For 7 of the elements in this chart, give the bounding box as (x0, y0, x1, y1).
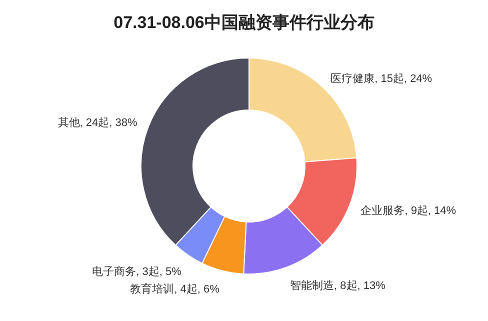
slice-label: 医疗健康, 15起, 24% (330, 72, 432, 86)
slice-label: 电子商务, 3起, 5% (92, 265, 182, 278)
slice-label: 智能制造, 8起, 13% (290, 278, 386, 292)
slice-label: 企业服务, 9起, 14% (360, 204, 456, 217)
slice-label: 教育培训, 4起, 6% (130, 282, 220, 296)
chart-title: 07.31-08.06中国融资事件行业分布 (114, 13, 374, 32)
slice-label: 其他, 24起, 38% (58, 116, 138, 130)
